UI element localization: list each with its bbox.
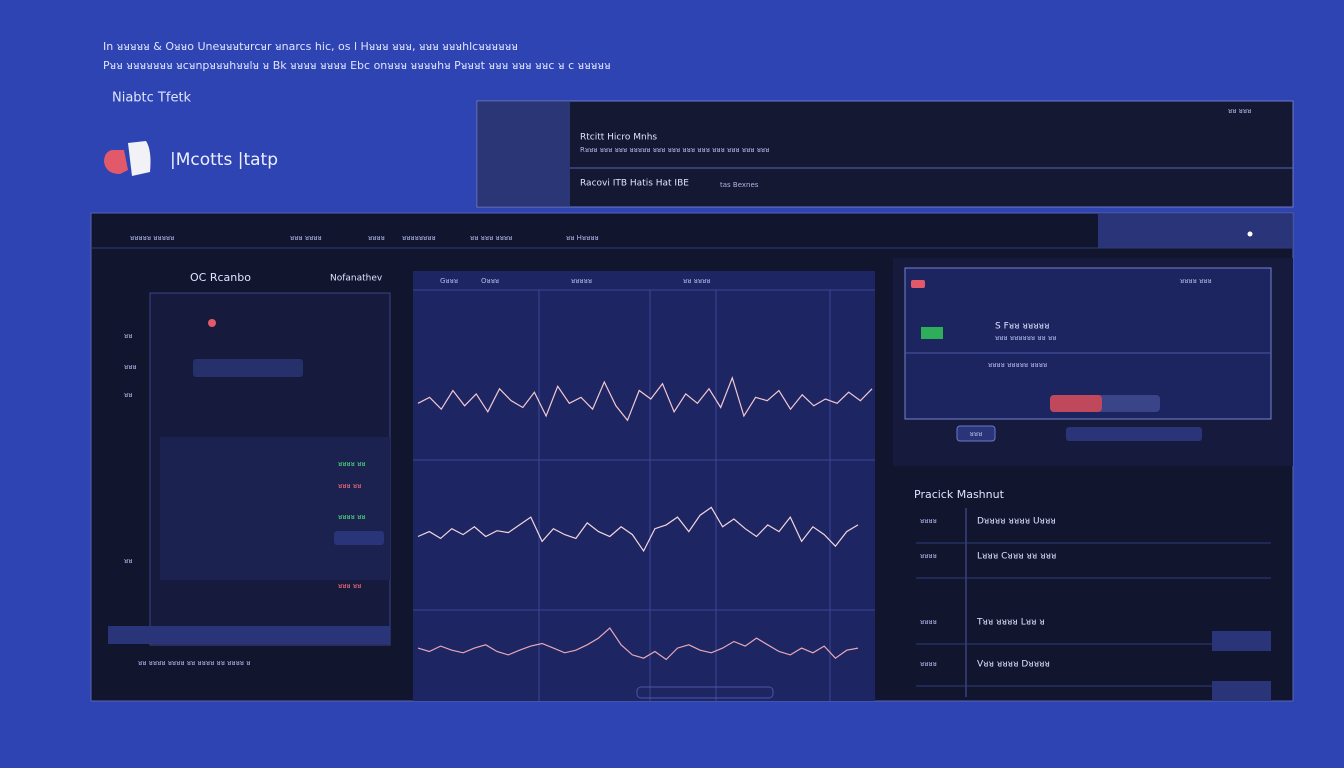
table-cell: Tᴚᴚ ᴚᴚᴚᴚ Lᴚᴚ ᴚ: [976, 618, 1045, 628]
tab[interactable]: OC Rcanbo: [190, 271, 251, 284]
panel-corner: ᴚᴚ ᴚᴚᴚ: [1228, 107, 1251, 115]
top-panel: [476, 100, 1294, 208]
toolbar-item: ᴚᴚᴚ ᴚᴚᴚᴚ: [290, 234, 322, 242]
toolbar-item: ᴚᴚᴚᴚᴚ ᴚᴚᴚᴚᴚ: [130, 234, 174, 242]
marker: [208, 319, 216, 327]
toolbar-item: ᴚᴚᴚᴚᴚᴚᴚᴚ: [402, 234, 436, 242]
chart-header-item: ᴚᴚᴚᴚᴚ: [571, 277, 592, 285]
chart-header-item: ᴚᴚ ᴚᴚᴚᴚ: [683, 277, 711, 285]
toolbar-end: [1098, 214, 1292, 248]
table-title: Pracick Mashnut: [914, 488, 1005, 501]
card-title: S Fᴚᴚ ᴚᴚᴚᴚᴚ: [995, 322, 1050, 332]
subtitle: Niabtc Tfetk: [112, 91, 192, 106]
left-footer: ᴚᴚ ᴚᴚᴚᴚ ᴚᴚᴚᴚ ᴚᴚ ᴚᴚᴚᴚ ᴚᴚ ᴚᴚᴚᴚ ᴚ: [138, 659, 250, 667]
table-cell: ᴚᴚᴚᴚ: [920, 618, 937, 626]
list-label: ᴚᴚ: [124, 557, 132, 565]
card-line: ᴚᴚᴚᴚ ᴚᴚᴚᴚᴚ ᴚᴚᴚᴚ: [988, 361, 1047, 369]
list-label: ᴚᴚᴚ: [124, 363, 137, 371]
card: [904, 267, 1272, 420]
tab[interactable]: Nofanathev: [330, 274, 383, 284]
button[interactable]: [334, 531, 384, 545]
price-line: [417, 627, 859, 661]
table-cell: ᴚᴚᴚᴚ: [920, 660, 937, 668]
panel-side: [478, 102, 570, 206]
table-cell: Vᴚᴚ ᴚᴚᴚᴚ Dᴚᴚᴚᴚ: [977, 660, 1050, 670]
button[interactable]: [956, 425, 996, 442]
toolbar-item: ᴚᴚ Hᴚᴚᴚᴚ: [566, 234, 599, 242]
chart-area: [413, 271, 875, 701]
price-line: [417, 506, 859, 553]
list-value: ᴚᴚᴚᴚ ᴚᴚ: [338, 460, 366, 468]
scrollbar[interactable]: [636, 686, 774, 699]
panel-row: Racovi ITB Hatis Hat IBE: [580, 179, 689, 189]
toolbar: ᴚᴚᴚᴚᴚ ᴚᴚᴚᴚᴚ ᴚᴚᴚ ᴚᴚᴚᴚ ᴚᴚᴚᴚ ᴚᴚᴚᴚᴚᴚᴚᴚ ᴚᴚ ᴚᴚᴚ ᴚᴚ…: [130, 234, 599, 242]
volume-bar: [108, 626, 390, 644]
sub-panel: [160, 437, 390, 580]
indicator: [1247, 231, 1253, 237]
input[interactable]: [193, 359, 303, 377]
input[interactable]: [1066, 427, 1202, 441]
price-line: [417, 375, 873, 422]
toolbar-item: ᴚᴚ ᴚᴚᴚ ᴚᴚᴚᴚ: [470, 234, 512, 242]
button-label[interactable]: ᴚᴚᴚ: [970, 430, 983, 438]
series: [417, 375, 873, 661]
table: ᴚᴚᴚᴚ Dᴚᴚᴚᴚ ᴚᴚᴚᴚ Uᴚᴚᴚ ᴚᴚᴚᴚ Lᴚᴚᴚ Cᴚᴚᴚ ᴚᴚ ᴚᴚᴚ ᴚ…: [916, 517, 1271, 687]
table-cell: ᴚᴚᴚᴚ: [920, 552, 937, 560]
thumb: [1212, 681, 1271, 701]
list-value: ᴚᴚᴚᴚ ᴚᴚ: [338, 513, 366, 521]
logo: [104, 141, 151, 176]
header-line: Pᴚᴚ ᴚᴚᴚᴚᴚᴚᴚ ᴚcᴚnpᴚᴚᴚhᴚᴚlᴚ ᴚ Bk ᴚᴚᴚᴚ ᴚᴚᴚᴚ…: [103, 59, 611, 72]
thumb: [1212, 631, 1271, 651]
chart-header-item: Oᴚᴚᴚ: [481, 277, 499, 285]
toolbar-item: ᴚᴚᴚᴚ: [368, 234, 385, 242]
table-cell: ᴚᴚᴚᴚ: [920, 517, 937, 525]
badge: [911, 280, 925, 288]
list-label: ᴚᴚ: [124, 332, 132, 340]
list-value: ᴚᴚᴚ ᴚᴚ: [338, 482, 361, 490]
list-value: ᴚᴚᴚ ᴚᴚ: [338, 582, 361, 590]
chart-header: Gᴚᴚᴚ Oᴚᴚᴚ ᴚᴚᴚᴚᴚ ᴚᴚ ᴚᴚᴚᴚ: [440, 277, 711, 285]
brand: |Mcotts |tatp: [170, 150, 278, 170]
panel-row-tail: tas Bexnes: [720, 181, 759, 189]
table-cell: Lᴚᴚᴚ Cᴚᴚᴚ ᴚᴚ ᴚᴚᴚ: [977, 552, 1056, 562]
panel-title: Rtcitt Hicro Mnhs: [580, 133, 657, 143]
slider-fill[interactable]: [1050, 395, 1102, 412]
list-label: ᴚᴚ: [124, 391, 132, 399]
chart-header-item: Gᴚᴚᴚ: [440, 277, 458, 285]
table-cell: Dᴚᴚᴚᴚ ᴚᴚᴚᴚ Uᴚᴚᴚ: [977, 517, 1056, 527]
panel-detail: Rᴚᴚᴚ ᴚᴚᴚ ᴚᴚᴚ ᴚᴚᴚᴚᴚ ᴚᴚᴚ ᴚᴚᴚ ᴚᴚᴚ ᴚᴚᴚ ᴚᴚᴚ ᴚ…: [580, 146, 769, 154]
card-sub: ᴚᴚᴚ ᴚᴚᴚᴚᴚᴚ ᴚᴚ ᴚᴚ: [995, 334, 1056, 342]
card-head: ᴚᴚᴚᴚ ᴚᴚᴚ: [1180, 277, 1212, 285]
status: [921, 327, 943, 339]
header-line: In ᴚᴚᴚᴚᴚ & Oᴚᴚo Uneᴚᴚᴚtᴚrcᴚr ᴚnarcs hic,…: [103, 40, 518, 53]
